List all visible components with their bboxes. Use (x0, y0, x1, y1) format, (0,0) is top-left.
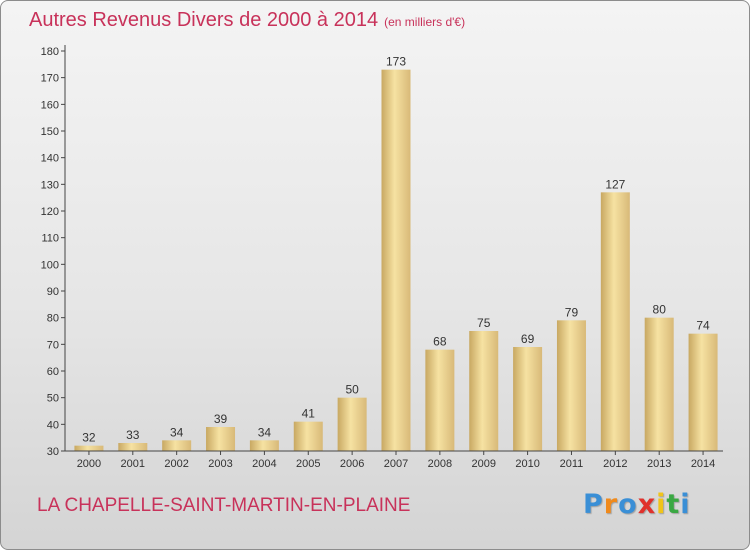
bar-2002 (162, 440, 192, 451)
data-label: 41 (302, 407, 316, 421)
bars-group: 32 33 34 39 34 41 50 173 68 75 69 79 127 80 74 (74, 55, 718, 452)
logo-letter: t (666, 489, 681, 520)
logo-letter: x (637, 489, 657, 520)
x-tick-label: 2004 (252, 458, 276, 470)
data-label: 34 (258, 425, 272, 439)
data-label: 75 (477, 316, 491, 330)
data-label: 39 (214, 412, 228, 426)
logo-letter: i (656, 489, 667, 520)
x-tick-label: 2013 (647, 458, 671, 470)
chart-title: Autres Revenus Divers de 2000 à 2014 (en … (29, 9, 465, 32)
y-tick-label: 180 (41, 46, 59, 58)
y-tick-label: 30 (47, 446, 59, 458)
bar-2013 (644, 317, 674, 451)
x-tick-label: 2002 (164, 458, 188, 470)
bar-2012 (600, 192, 630, 452)
bar-2000 (74, 445, 104, 451)
logo-letter: o (618, 489, 638, 520)
logo-letter: i (680, 489, 691, 520)
bar-2011 (556, 320, 586, 451)
bar-2014 (688, 333, 718, 451)
bar-2009 (469, 331, 499, 451)
x-tick-label: 2009 (471, 458, 495, 470)
bar-2004 (249, 440, 279, 451)
bar-2007 (381, 69, 411, 452)
x-tick-label: 2011 (560, 458, 584, 470)
x-tick-label: 2010 (515, 458, 539, 470)
bar-2005 (293, 421, 323, 451)
x-tick-label: 2008 (428, 458, 452, 470)
data-label: 33 (126, 428, 140, 442)
y-tick-label: 90 (47, 286, 59, 298)
axes-group: 30 40 50 60 70 80 90 100 110 120 130 140 150 160 170 18… (41, 45, 723, 470)
logo-letter: P (583, 489, 604, 520)
y-tick-label: 140 (41, 153, 59, 165)
x-tick-label: 2012 (603, 458, 627, 470)
location-label: LA CHAPELLE-SAINT-MARTIN-EN-PLAINE (37, 495, 411, 516)
bar-2006 (337, 397, 367, 451)
y-tick-label: 70 (47, 339, 59, 351)
data-label: 74 (696, 319, 710, 333)
y-tick-label: 120 (41, 206, 59, 218)
data-label: 173 (386, 55, 406, 69)
data-label: 50 (345, 383, 359, 397)
bar-2001 (118, 443, 148, 451)
logo-letter: r (603, 489, 619, 520)
x-tick-label: 2001 (121, 458, 145, 470)
data-label: 127 (605, 177, 625, 191)
y-tick-label: 40 (47, 419, 59, 431)
data-label: 79 (565, 305, 579, 319)
x-tick-label: 2003 (208, 458, 232, 470)
bar-2010 (513, 347, 543, 451)
y-tick-label: 100 (41, 259, 59, 271)
x-tick-label: 2005 (296, 458, 320, 470)
y-tick-label: 170 (41, 73, 59, 85)
y-tick-label: 150 (41, 126, 59, 138)
x-tick-label: 2000 (77, 458, 101, 470)
chart-title-text: Autres Revenus Divers de 2000 à 2014 (29, 9, 379, 31)
data-label: 32 (82, 431, 96, 445)
data-label: 34 (170, 425, 184, 439)
x-tick-label: 2006 (340, 458, 364, 470)
y-tick-label: 160 (41, 99, 59, 111)
x-tick-label: 2007 (384, 458, 408, 470)
data-label: 68 (433, 335, 447, 349)
data-label: 69 (521, 332, 535, 346)
y-tick-label: 80 (47, 313, 59, 325)
data-label: 80 (653, 303, 667, 317)
y-tick-label: 110 (41, 233, 59, 245)
bar-2003 (206, 427, 236, 451)
y-tick-label: 60 (47, 366, 59, 378)
y-tick-label: 130 (41, 179, 59, 191)
x-tick-label: 2014 (691, 458, 715, 470)
bar-2008 (425, 349, 455, 451)
y-tick-label: 50 (47, 393, 59, 405)
chart-unit-note: (en milliers d'€) (384, 15, 466, 29)
proxiti-logo: Proxiti (583, 489, 691, 520)
